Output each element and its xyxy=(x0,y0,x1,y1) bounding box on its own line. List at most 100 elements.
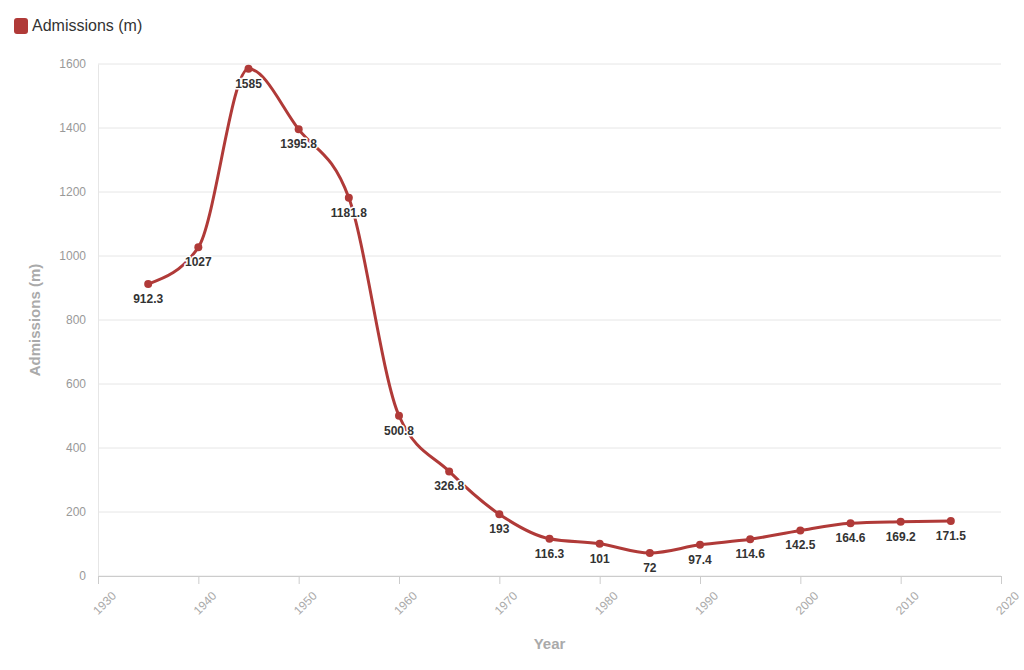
y-axis: 0 200 400 600 800 1000 1200 1400 1600 xyxy=(59,57,98,583)
point xyxy=(194,243,202,251)
data-label: 97.4 xyxy=(688,553,712,567)
data-label: 500.8 xyxy=(384,424,414,438)
x-tick-mark xyxy=(1001,576,1002,584)
x-tick: 1980 xyxy=(592,576,621,618)
legend: Admissions (m) xyxy=(14,17,142,34)
data-label: 164.6 xyxy=(835,531,865,545)
data-label: 72 xyxy=(643,561,657,575)
x-tick-label: 2020 xyxy=(993,589,1022,618)
y-axis-line xyxy=(98,65,99,577)
point xyxy=(295,125,303,133)
x-tick: 1940 xyxy=(191,576,220,618)
point xyxy=(746,535,754,543)
x-tick-label: 2010 xyxy=(893,589,922,618)
x-tick-mark xyxy=(198,576,199,584)
point xyxy=(345,194,353,202)
x-tick-label: 1980 xyxy=(592,589,621,618)
x-tick: 2010 xyxy=(893,576,922,618)
point xyxy=(245,65,253,73)
data-label: 114.6 xyxy=(735,547,765,561)
grid-line xyxy=(98,384,1001,385)
x-tick-mark xyxy=(700,576,701,584)
x-tick: 1970 xyxy=(492,576,521,618)
data-label: 326.8 xyxy=(434,479,464,493)
y-tick-label: 1400 xyxy=(59,121,86,135)
x-tick: 2020 xyxy=(993,576,1022,618)
x-axis-line xyxy=(99,577,1002,585)
grid xyxy=(98,64,1001,576)
point xyxy=(947,517,955,525)
legend-item: Admissions (m) xyxy=(14,17,142,34)
point xyxy=(445,467,453,475)
y-tick-label: 1600 xyxy=(59,57,86,71)
data-label: 912.3 xyxy=(133,292,163,306)
y-tick: 1600 xyxy=(59,57,98,71)
x-tick-label: 1950 xyxy=(291,589,320,618)
point xyxy=(395,412,403,420)
y-tick-label: 1200 xyxy=(59,185,86,199)
x-tick-label: 1930 xyxy=(90,589,119,618)
data-label: 142.5 xyxy=(785,538,815,552)
grid-line xyxy=(98,128,1001,129)
point xyxy=(847,519,855,527)
chart: 0 200 400 600 800 1000 1200 1400 1600 1930 1940 195… xyxy=(0,0,1024,670)
y-tick: 400 xyxy=(66,441,98,455)
grid-line xyxy=(98,192,1001,193)
data-label: 169.2 xyxy=(886,530,916,544)
x-tick-label: 1940 xyxy=(191,589,220,618)
x-tick: 1930 xyxy=(90,576,119,618)
x-tick-label: 1960 xyxy=(391,589,420,618)
grid-line xyxy=(98,320,1001,321)
x-tick-mark xyxy=(98,576,99,584)
y-tick: 1400 xyxy=(59,121,98,135)
point xyxy=(596,540,604,548)
x-tick-mark xyxy=(901,576,902,584)
data-label: 1027 xyxy=(185,255,212,269)
y-tick-label: 1000 xyxy=(59,249,86,263)
series-line xyxy=(148,69,951,553)
x-tick: 1950 xyxy=(291,576,320,618)
legend-swatch xyxy=(14,18,28,34)
series-group xyxy=(144,65,955,557)
x-tick-mark xyxy=(800,576,801,584)
y-tick: 200 xyxy=(66,505,98,519)
point xyxy=(646,549,654,557)
y-tick-label: 400 xyxy=(66,441,86,455)
y-tick: 1000 xyxy=(59,249,98,263)
x-tick: 1990 xyxy=(692,576,721,618)
x-tick-label: 2000 xyxy=(793,589,822,618)
y-axis-title: Admissions (m) xyxy=(26,264,43,377)
x-tick: 2000 xyxy=(793,576,822,618)
data-label: 101 xyxy=(590,552,610,566)
point xyxy=(144,280,152,288)
data-label: 1181.8 xyxy=(331,206,367,220)
point xyxy=(495,510,503,518)
x-tick-mark xyxy=(600,576,601,584)
x-tick-mark xyxy=(499,576,500,584)
x-tick: 1960 xyxy=(391,576,420,618)
y-tick: 600 xyxy=(66,377,98,391)
grid-line xyxy=(98,512,1001,513)
data-label: 1585 xyxy=(235,77,262,91)
data-label: 116.3 xyxy=(535,547,565,561)
point xyxy=(696,541,704,549)
grid-line xyxy=(98,256,1001,257)
x-axis-title: Year xyxy=(534,635,566,652)
y-tick: 0 xyxy=(79,569,98,583)
data-label: 1395.8 xyxy=(280,137,317,151)
point xyxy=(546,535,554,543)
x-tick-label: 1970 xyxy=(492,589,521,618)
y-tick-label: 800 xyxy=(66,313,86,327)
point xyxy=(796,526,804,534)
legend-label: Admissions (m) xyxy=(32,17,142,34)
y-tick-label: 600 xyxy=(66,377,86,391)
point xyxy=(897,518,905,526)
plot-area: 0 200 400 600 800 1000 1200 1400 1600 1930 1940 195… xyxy=(59,57,1022,617)
grid-line xyxy=(98,448,1001,449)
x-tick-mark xyxy=(399,576,400,584)
y-tick: 1200 xyxy=(59,185,98,199)
y-tick-label: 0 xyxy=(79,569,86,583)
data-label: 171.5 xyxy=(936,529,966,543)
y-tick-label: 200 xyxy=(66,505,86,519)
x-axis: 1930 1940 1950 1960 1970 1980 1990 2000 2010 2020 xyxy=(90,576,1022,618)
